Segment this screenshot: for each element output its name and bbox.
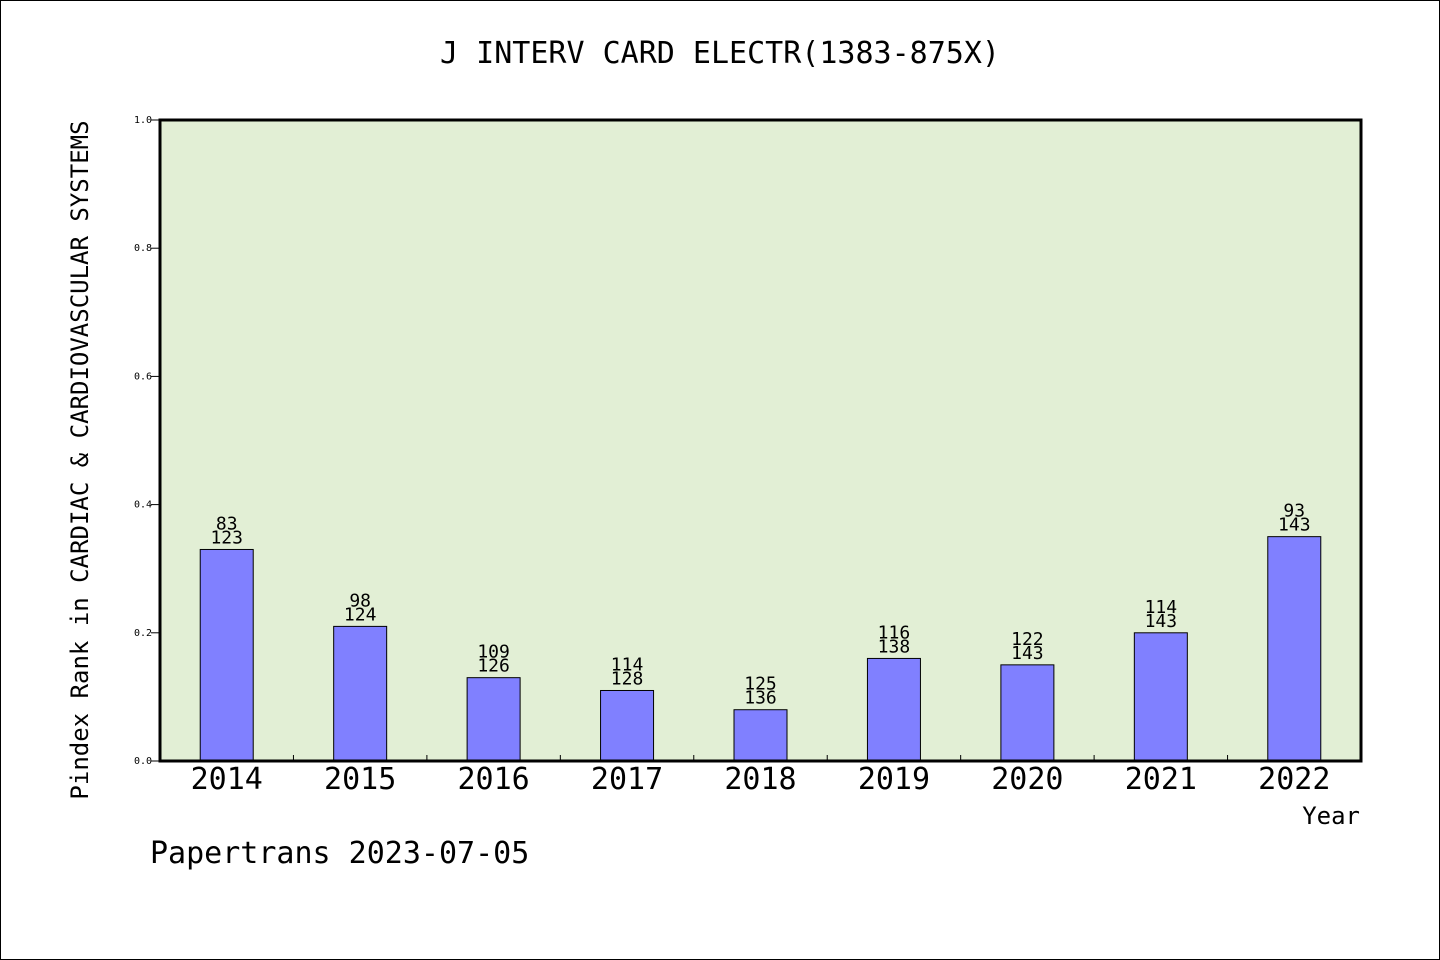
- bar-label-rank: 125: [744, 674, 777, 695]
- bar-label-total: 143: [1011, 643, 1044, 664]
- x-tick-label: 2014: [191, 762, 263, 797]
- chart-title: J INTERV CARD ELECTR(1383-875X): [440, 36, 1000, 71]
- x-axis-label: Year: [1302, 802, 1360, 830]
- x-tick-label: 2019: [858, 762, 930, 797]
- bar-label-total: 143: [1278, 515, 1311, 536]
- bar: [600, 689, 655, 762]
- y-tick-label: 1.0: [134, 115, 152, 126]
- bar: [199, 548, 254, 762]
- bar-label-total: 128: [611, 668, 644, 689]
- footer-credit: Papertrans 2023-07-05: [150, 836, 530, 871]
- bar-label-total: 126: [477, 656, 510, 677]
- y-tick-label: 0.6: [134, 371, 152, 382]
- bar-label-rank: 109: [477, 642, 510, 663]
- bar-label-total: 136: [744, 688, 777, 709]
- x-tick-label: 2018: [724, 762, 796, 797]
- y-tick-label: 0.4: [134, 500, 152, 511]
- bar-label-rank: 114: [1145, 597, 1178, 618]
- bar-label-rank: 93: [1283, 501, 1305, 522]
- y-tick-label: 0.8: [134, 243, 152, 254]
- bar-label-rank: 116: [878, 622, 911, 643]
- bar-label-total: 123: [210, 527, 243, 548]
- x-tick-label: 2016: [457, 762, 529, 797]
- bar-label-rank: 98: [349, 590, 371, 611]
- y-tick-label: 0.0: [134, 756, 152, 767]
- bar: [733, 709, 788, 762]
- bar: [866, 657, 921, 762]
- plot-border: [158, 118, 1363, 763]
- bar: [1000, 664, 1055, 762]
- x-tick-label: 2017: [591, 762, 663, 797]
- bar: [333, 625, 388, 762]
- bar: [1133, 632, 1188, 762]
- bar-label-total: 124: [344, 604, 377, 625]
- x-tick-label: 2021: [1125, 762, 1197, 797]
- bar-label-rank: 114: [611, 654, 644, 675]
- bar: [1267, 536, 1322, 762]
- x-tick-label: 2020: [991, 762, 1063, 797]
- y-axis-label: Pindex Rank in CARDIAC & CARDIOVASCULAR …: [66, 120, 94, 800]
- x-tick-label: 2022: [1258, 762, 1330, 797]
- x-tick-label: 2015: [324, 762, 396, 797]
- y-tick-label: 0.2: [134, 628, 152, 639]
- bar-label-total: 143: [1145, 611, 1178, 632]
- bar-label-total: 138: [878, 636, 911, 657]
- bar-label-rank: 122: [1011, 629, 1044, 650]
- bar-label-rank: 83: [216, 513, 238, 534]
- bar: [466, 677, 521, 762]
